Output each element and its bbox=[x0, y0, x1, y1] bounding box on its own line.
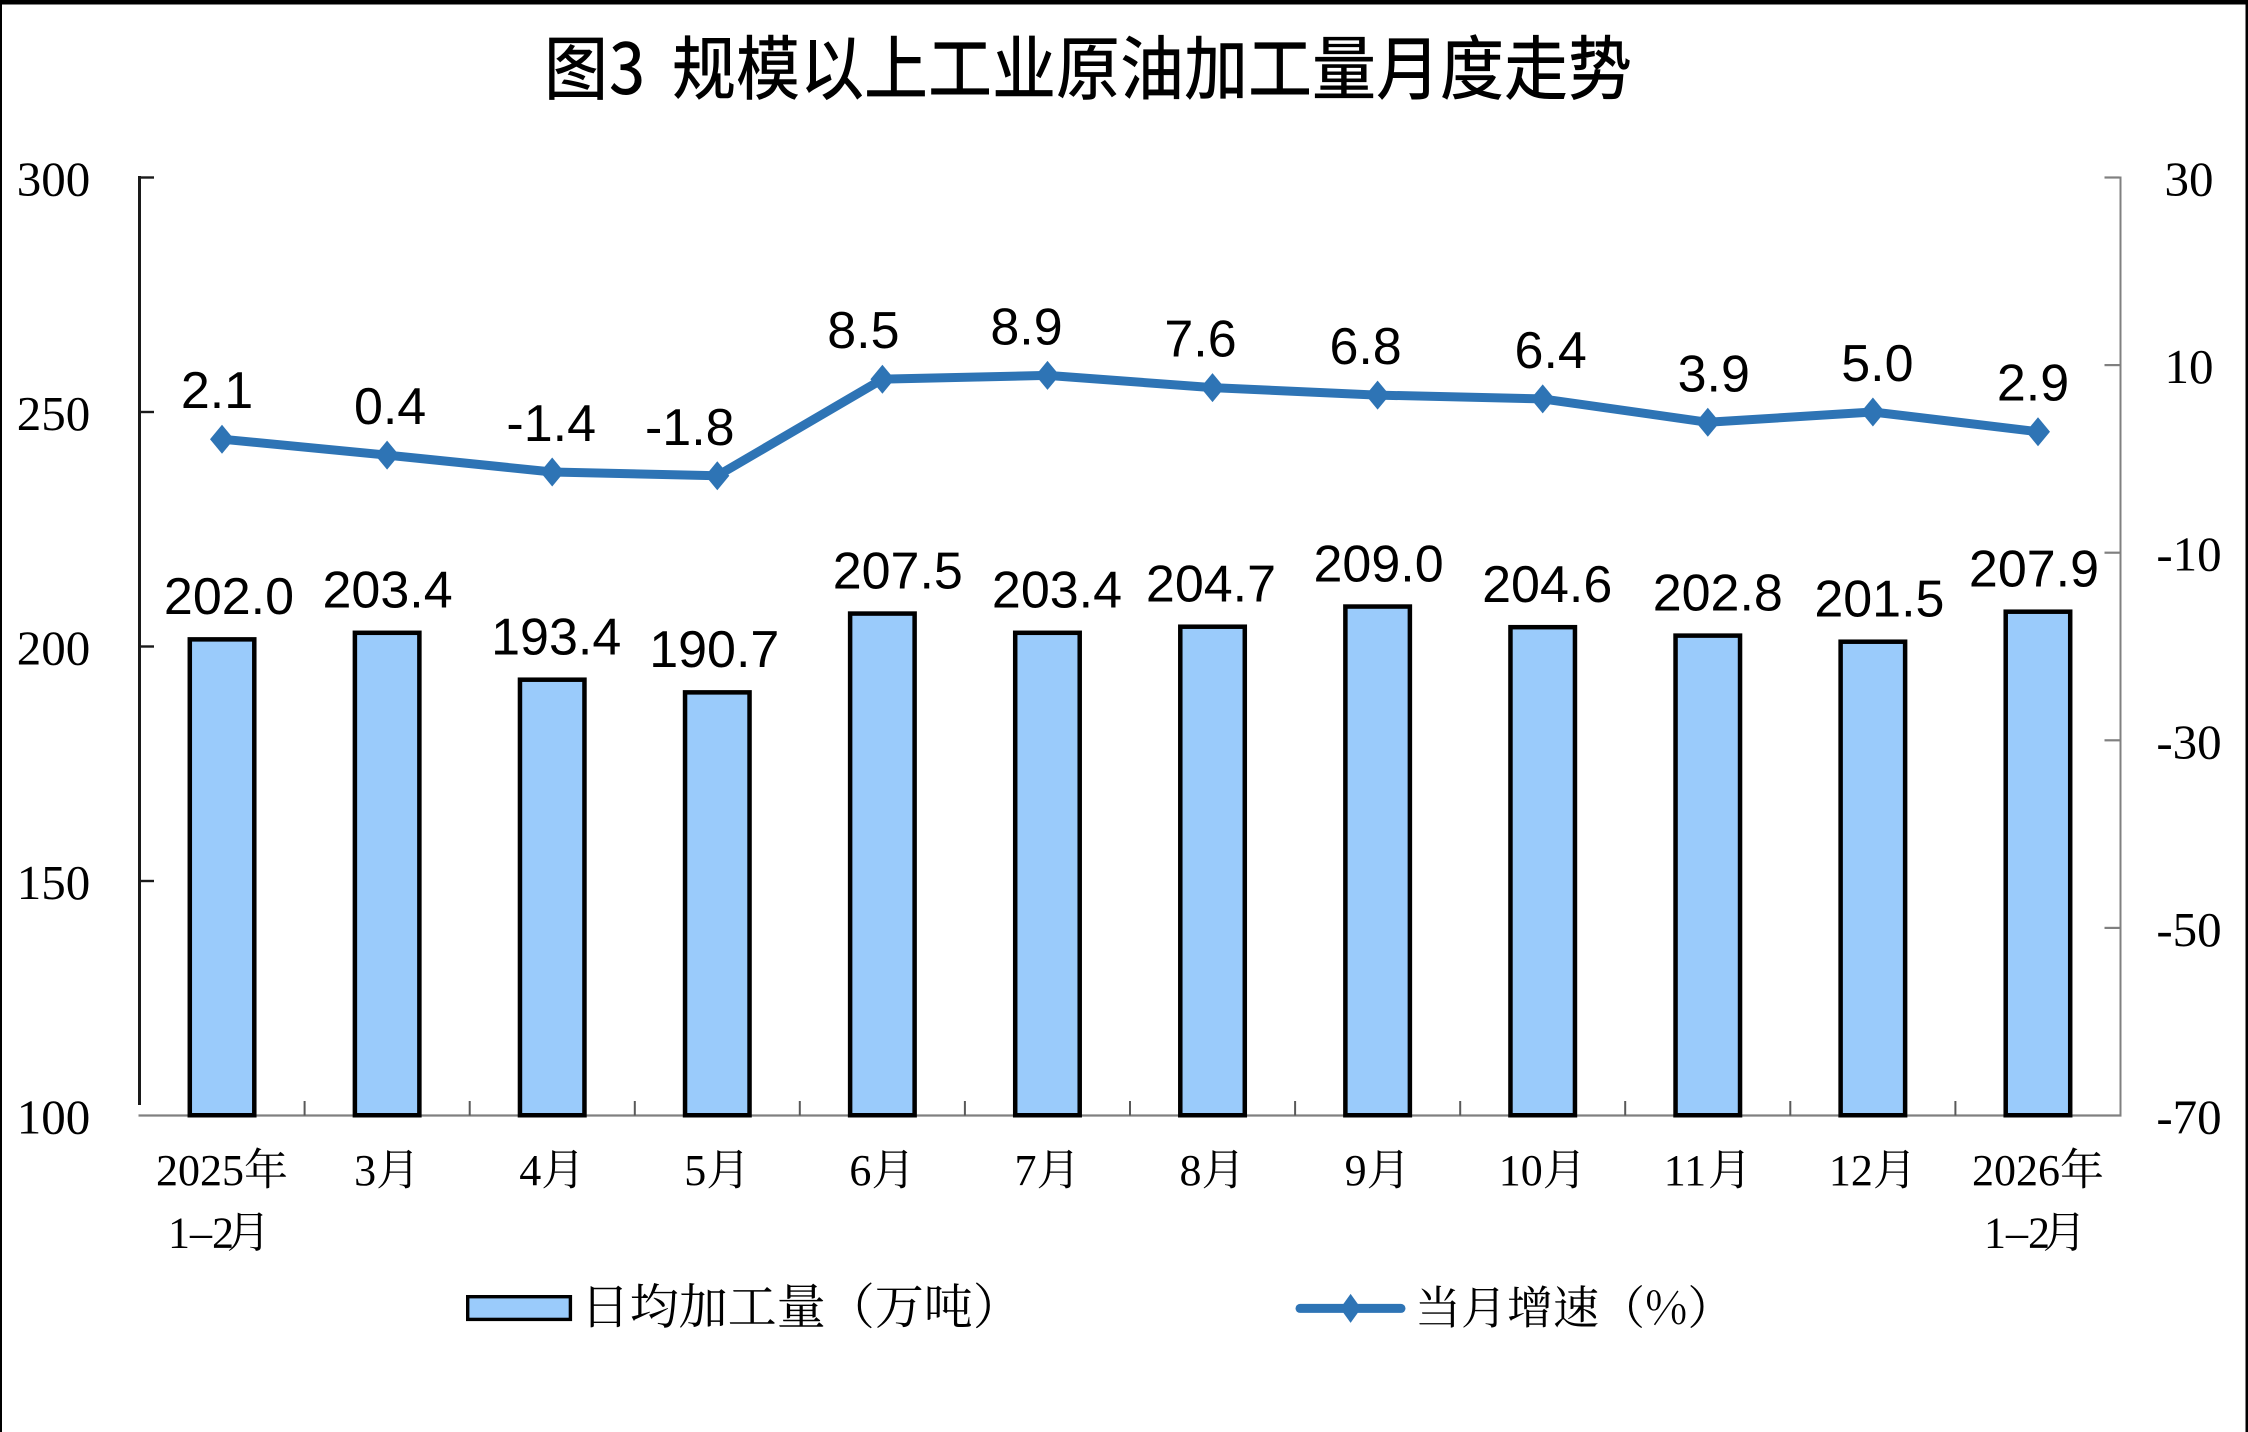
svg-text:300: 300 bbox=[17, 152, 91, 207]
svg-text:203.4: 203.4 bbox=[992, 562, 1122, 620]
svg-text:8.5: 8.5 bbox=[827, 302, 899, 360]
svg-text:10: 10 bbox=[2165, 339, 2214, 394]
svg-text:2026: 2026 bbox=[1972, 1146, 2060, 1195]
svg-text:250: 250 bbox=[17, 386, 91, 441]
svg-text:200: 200 bbox=[17, 621, 91, 676]
svg-text:-50: -50 bbox=[2156, 902, 2221, 957]
svg-text:4: 4 bbox=[519, 1146, 541, 1195]
svg-text:10: 10 bbox=[1499, 1146, 1543, 1195]
svg-text:8.9: 8.9 bbox=[990, 298, 1062, 356]
svg-text:2025: 2025 bbox=[156, 1146, 244, 1195]
svg-text:201.5: 201.5 bbox=[1814, 571, 1944, 629]
svg-text:204.7: 204.7 bbox=[1146, 556, 1276, 614]
svg-text:193.4: 193.4 bbox=[491, 609, 621, 667]
svg-text:-1.8: -1.8 bbox=[645, 399, 735, 457]
svg-text:209.0: 209.0 bbox=[1314, 535, 1444, 593]
svg-text:6: 6 bbox=[849, 1146, 871, 1195]
svg-text:3: 3 bbox=[354, 1146, 376, 1195]
svg-text:-70: -70 bbox=[2156, 1090, 2221, 1145]
svg-text:150: 150 bbox=[17, 855, 91, 910]
svg-text:2.9: 2.9 bbox=[1997, 355, 2069, 413]
svg-text:0.4: 0.4 bbox=[354, 378, 426, 436]
svg-text:100: 100 bbox=[17, 1090, 91, 1145]
svg-text:-10: -10 bbox=[2156, 527, 2221, 582]
svg-text:3.9: 3.9 bbox=[1678, 345, 1750, 403]
svg-text:202.0: 202.0 bbox=[164, 568, 294, 626]
svg-text:9: 9 bbox=[1345, 1146, 1367, 1195]
svg-text:7: 7 bbox=[1015, 1146, 1037, 1195]
svg-text:7.6: 7.6 bbox=[1164, 311, 1236, 369]
svg-text:-30: -30 bbox=[2156, 714, 2221, 769]
svg-text:5: 5 bbox=[684, 1146, 706, 1195]
svg-text:5.0: 5.0 bbox=[1841, 335, 1913, 393]
svg-text:1–2: 1–2 bbox=[168, 1209, 234, 1258]
svg-text:8: 8 bbox=[1180, 1146, 1202, 1195]
svg-text:12: 12 bbox=[1829, 1146, 1873, 1195]
svg-text:11: 11 bbox=[1664, 1146, 1706, 1195]
svg-text:30: 30 bbox=[2165, 152, 2214, 207]
svg-text:6.4: 6.4 bbox=[1515, 322, 1587, 380]
svg-text:2.1: 2.1 bbox=[181, 362, 253, 420]
svg-text:207.5: 207.5 bbox=[833, 542, 963, 600]
svg-text:202.8: 202.8 bbox=[1653, 564, 1783, 622]
svg-text:190.7: 190.7 bbox=[649, 621, 779, 679]
svg-text:1–2: 1–2 bbox=[1984, 1209, 2050, 1258]
svg-text:204.6: 204.6 bbox=[1482, 556, 1612, 614]
svg-text:6.8: 6.8 bbox=[1329, 318, 1401, 376]
svg-text:207.9: 207.9 bbox=[1969, 540, 2099, 598]
svg-text:203.4: 203.4 bbox=[323, 562, 453, 620]
svg-text:-1.4: -1.4 bbox=[506, 395, 596, 453]
